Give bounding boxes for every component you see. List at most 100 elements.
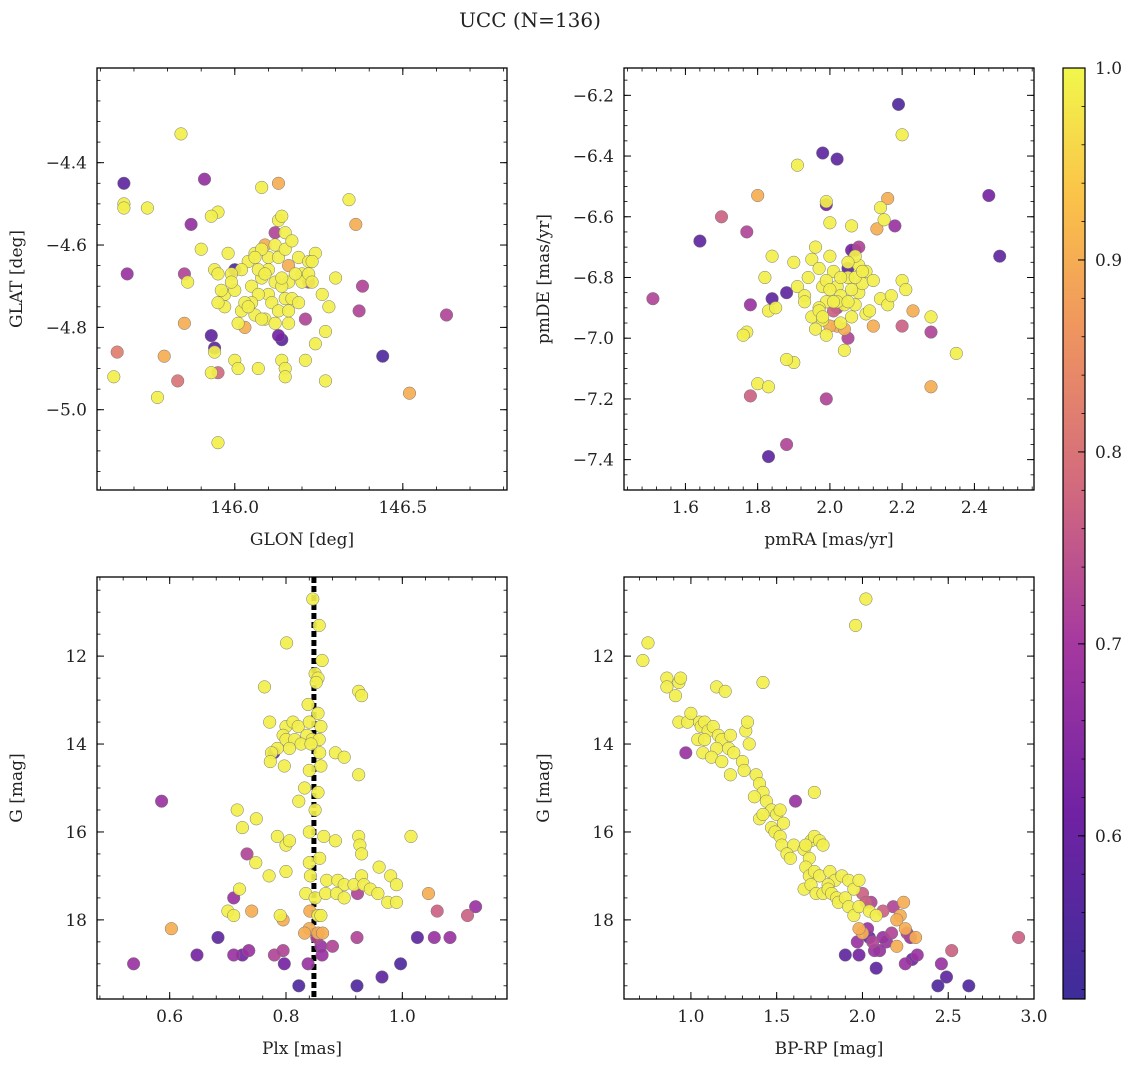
data-point — [787, 255, 801, 269]
data-point — [834, 316, 848, 330]
data-point — [292, 979, 306, 993]
y-tick-label: 18 — [592, 911, 614, 931]
data-point — [157, 349, 171, 363]
data-point — [924, 325, 938, 339]
data-point — [376, 349, 390, 363]
data-point — [404, 829, 418, 843]
data-point — [742, 737, 756, 751]
data-point — [898, 922, 912, 936]
data-point — [816, 310, 830, 324]
data-point — [303, 869, 317, 883]
data-point — [211, 930, 225, 945]
data-point — [869, 961, 883, 975]
data-point — [190, 948, 204, 962]
data-point — [684, 706, 698, 720]
data-point — [337, 750, 351, 764]
data-point — [155, 794, 169, 808]
data-point — [304, 737, 318, 751]
data-point — [845, 219, 859, 233]
data-point — [268, 316, 282, 330]
data-point — [315, 653, 329, 668]
data-point — [127, 957, 141, 971]
data-point — [737, 763, 751, 777]
data-point — [288, 267, 302, 281]
y-axis-label: G [mag] — [7, 753, 27, 822]
data-point — [679, 746, 693, 760]
data-point — [352, 304, 366, 318]
y-tick-label: 12 — [592, 647, 614, 667]
data-point — [790, 280, 804, 294]
data-point — [756, 675, 770, 690]
y-tick-label: −6.2 — [573, 86, 614, 106]
data-point — [816, 146, 830, 160]
data-point — [668, 689, 683, 703]
scatter-points — [636, 592, 1026, 993]
data-point — [410, 930, 424, 945]
data-point — [241, 300, 255, 314]
data-point — [231, 361, 245, 376]
data-point — [895, 319, 909, 333]
data-point — [306, 592, 320, 606]
data-point — [320, 873, 334, 887]
data-point — [756, 807, 770, 821]
data-point — [282, 741, 297, 755]
panel-4: 1.0 1.5 2.0 2.5 3.0 12 14 16 18 BP-RP [mag] G [mag… — [534, 576, 1048, 1059]
data-point — [924, 310, 938, 324]
data-point — [761, 450, 776, 464]
data-point — [292, 296, 306, 310]
data-point — [275, 271, 289, 285]
data-point — [460, 908, 475, 923]
y-tick-label: 12 — [65, 647, 87, 667]
x-axis-label: pmRA [mas/yr] — [764, 530, 893, 550]
data-point — [801, 270, 815, 285]
y-tick-label: −7.4 — [573, 451, 614, 471]
data-point — [305, 275, 319, 289]
data-point — [318, 374, 333, 388]
data-point — [350, 930, 364, 945]
axes-frame — [623, 67, 1035, 491]
data-point — [816, 838, 830, 852]
data-point — [249, 856, 263, 870]
data-point — [765, 249, 779, 263]
data-point — [714, 210, 729, 224]
data-point — [394, 957, 408, 971]
data-point — [845, 310, 859, 324]
data-point — [866, 319, 880, 333]
colorbar-tick-label: 0.7 — [1095, 635, 1122, 655]
y-tick-label: 14 — [65, 735, 87, 755]
data-point — [235, 821, 249, 835]
data-point — [1012, 930, 1026, 945]
data-point — [302, 715, 316, 729]
data-point — [389, 878, 404, 892]
data-point — [469, 900, 483, 914]
data-point — [780, 437, 794, 452]
data-point — [895, 128, 909, 142]
data-point — [311, 706, 325, 720]
data-point — [698, 733, 712, 747]
data-point — [931, 979, 945, 993]
data-point — [249, 812, 263, 826]
x-tick-label: 2.2 — [889, 498, 916, 518]
data-point — [350, 979, 364, 993]
data-point — [723, 728, 737, 742]
x-tick-label: 2.5 — [935, 1007, 962, 1027]
data-point — [866, 273, 880, 288]
data-point — [934, 957, 948, 971]
data-point — [194, 242, 208, 256]
x-tick-label: 2.4 — [961, 498, 988, 518]
y-tick-label: 16 — [65, 823, 87, 843]
data-point — [110, 345, 124, 359]
data-point — [641, 636, 655, 650]
data-point — [329, 271, 343, 285]
x-tick-label: 1.0 — [677, 1007, 704, 1027]
x-axis-label: GLON [deg] — [250, 530, 354, 550]
x-tick-label: 146.5 — [378, 498, 427, 518]
x-tick-label: 3.0 — [1020, 1007, 1047, 1027]
data-point — [224, 275, 238, 289]
data-point — [812, 261, 826, 275]
data-point — [869, 908, 883, 923]
data-point — [355, 279, 370, 293]
data-point — [301, 957, 315, 971]
data-point — [322, 300, 336, 314]
y-tick-label: −5.0 — [46, 401, 87, 421]
